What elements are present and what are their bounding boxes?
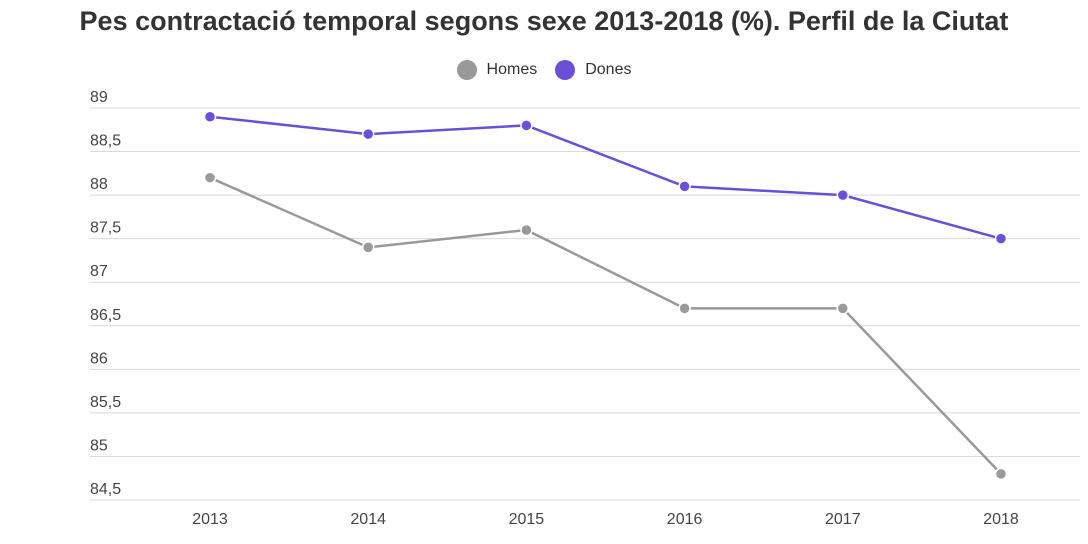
data-point-dones[interactable] bbox=[678, 180, 691, 193]
data-point-homes[interactable] bbox=[203, 171, 217, 184]
legend: Homes Dones bbox=[0, 60, 1088, 80]
x-tick-label: 2013 bbox=[192, 511, 228, 528]
legend-swatch-dones bbox=[555, 60, 576, 80]
y-tick-label: 85,5 bbox=[90, 394, 121, 411]
data-point-dones[interactable] bbox=[203, 110, 217, 123]
data-point-homes[interactable] bbox=[678, 302, 691, 315]
series-line-dones bbox=[209, 115, 1002, 240]
x-tick-label: 2015 bbox=[509, 511, 545, 528]
chart-title: Pes contractació temporal segons sexe 20… bbox=[79, 6, 1009, 36]
data-point-homes[interactable] bbox=[994, 467, 1008, 481]
data-point-dones[interactable] bbox=[836, 188, 850, 202]
legend-label-homes: Homes bbox=[486, 61, 538, 78]
y-tick-label: 88,5 bbox=[90, 133, 121, 150]
y-tick-label: 84,5 bbox=[90, 481, 121, 498]
legend-swatch-homes bbox=[456, 60, 477, 80]
y-tick-label: 86 bbox=[90, 350, 108, 367]
legend-item-dones[interactable]: Dones bbox=[555, 60, 631, 80]
x-tick-label: 2018 bbox=[983, 511, 1019, 528]
y-tick-label: 86,5 bbox=[90, 307, 121, 324]
data-point-homes[interactable] bbox=[520, 223, 533, 237]
data-point-dones[interactable] bbox=[994, 232, 1008, 245]
legend-item-homes[interactable]: Homes bbox=[456, 60, 538, 80]
data-point-dones[interactable] bbox=[520, 119, 533, 132]
y-tick-label: 89 bbox=[90, 89, 108, 106]
y-tick-label: 85 bbox=[90, 437, 108, 454]
y-tick-label: 87 bbox=[90, 263, 108, 280]
data-point-homes[interactable] bbox=[836, 302, 850, 315]
legend-label-dones: Dones bbox=[585, 61, 632, 78]
data-point-dones[interactable] bbox=[361, 127, 375, 141]
data-point-homes[interactable] bbox=[361, 241, 375, 254]
x-tick-label: 2016 bbox=[667, 511, 703, 528]
y-tick-label: 87,5 bbox=[90, 220, 121, 237]
x-tick-label: 2017 bbox=[825, 511, 861, 528]
series-line-homes bbox=[209, 176, 1002, 475]
x-tick-label: 2014 bbox=[350, 511, 386, 528]
y-tick-label: 88 bbox=[90, 176, 108, 193]
